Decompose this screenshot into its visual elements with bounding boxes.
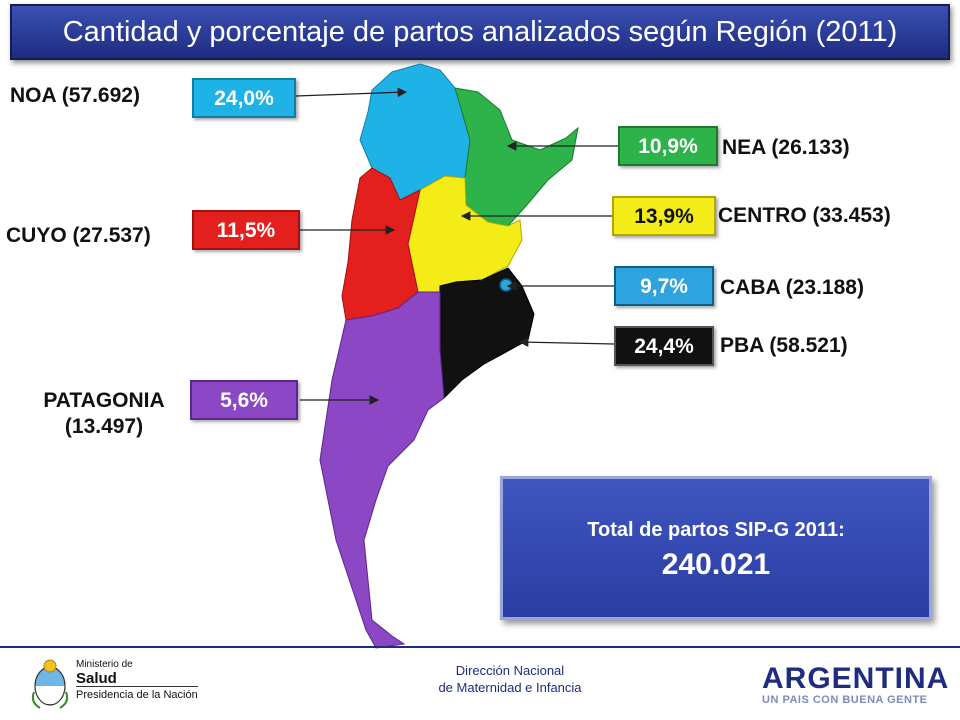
pct-badge-centro: 13,9% [612, 196, 716, 236]
region-patagonia [319, 291, 445, 649]
region-caba-marker [499, 278, 513, 292]
region-pba [439, 267, 535, 400]
ministry-line3: Presidencia de la Nación [76, 686, 198, 702]
region-label-noa: NOA (57.692) [10, 84, 140, 107]
footer-divider [0, 646, 960, 648]
leader-line-noa [295, 87, 408, 98]
total-summary-box: Total de partos SIP-G 2011: 240.021 [500, 476, 932, 620]
region-label-patagonia: PATAGONIA (13.497) [26, 388, 182, 440]
argentina-logo: ARGENTINA UN PAIS CON BUENA GENTE [762, 662, 952, 707]
leader-line-pba [518, 337, 615, 347]
pct-badge-caba: 9,7% [614, 266, 714, 306]
region-label-pba: PBA (58.521) [720, 334, 848, 357]
argentina-tagline: UN PAIS CON BUENA GENTE [762, 694, 928, 706]
argentina-wordmark: ARGENTINA [762, 662, 950, 695]
region-nea [454, 87, 579, 227]
pct-badge-noa: 24,0% [192, 78, 296, 118]
pct-badge-cuyo: 11,5% [192, 210, 300, 250]
region-label-caba: CABA (23.188) [720, 276, 864, 299]
page-title: Cantidad y porcentaje de partos analizad… [10, 4, 950, 60]
footer-department: Dirección Nacional de Maternidad e Infan… [380, 662, 640, 696]
ministry-text: Ministerio de Salud Presidencia de la Na… [76, 658, 198, 702]
region-label-cuyo: CUYO (27.537) [6, 224, 151, 247]
pct-badge-pba: 24,4% [614, 326, 714, 366]
total-value: 240.021 [661, 548, 771, 581]
footer-department-line2: de Maternidad e Infancia [438, 680, 582, 695]
footer-department-line1: Dirección Nacional [455, 663, 565, 678]
pct-badge-patagonia: 5,6% [190, 380, 298, 420]
region-label-patagonia-name: PATAGONIA [43, 389, 165, 412]
region-label-patagonia-count: (13.497) [64, 415, 144, 438]
pct-badge-nea: 10,9% [618, 126, 718, 166]
region-label-centro: CENTRO (33.453) [718, 204, 891, 227]
ministry-line2: Salud [76, 670, 117, 687]
total-label: Total de partos SIP-G 2011: [587, 519, 845, 541]
region-label-nea: NEA (26.133) [722, 136, 850, 159]
ministry-logo: Ministerio de Salud Presidencia de la Na… [30, 656, 230, 712]
ministry-line1: Ministerio de [76, 659, 133, 670]
coat-of-arms-icon [31, 659, 69, 709]
